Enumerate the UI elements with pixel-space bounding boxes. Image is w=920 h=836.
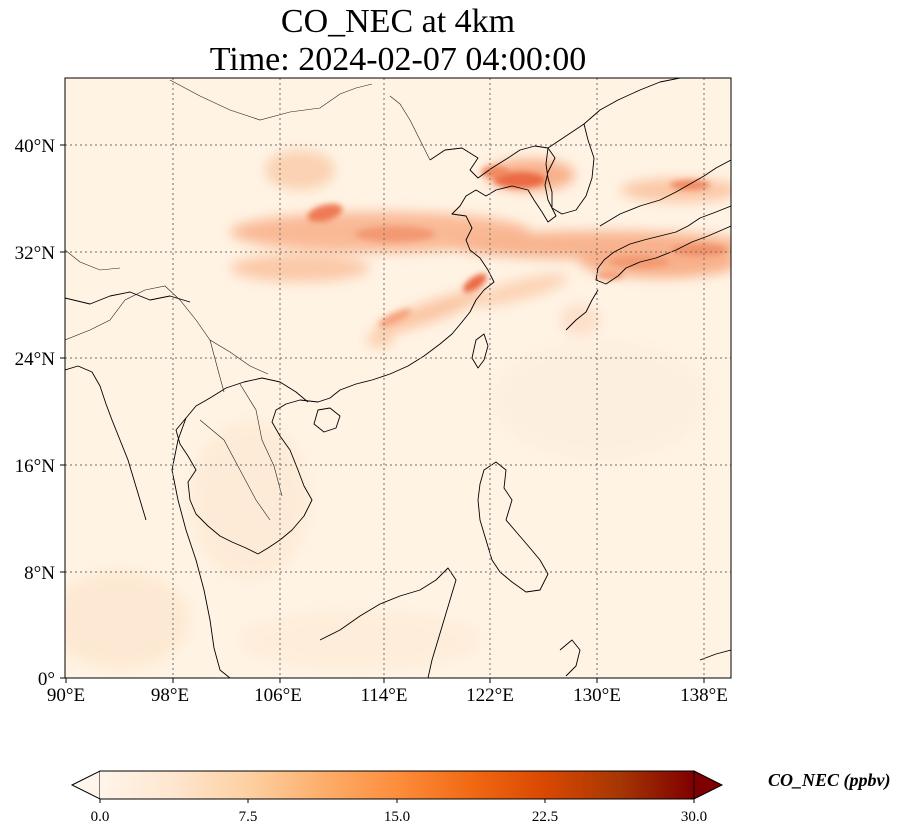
lon-label: 138°E	[680, 685, 728, 706]
colorbar-label: CO_NEC (ppbv)	[768, 770, 891, 790]
map-time-subtitle: Time: 2024-02-07 04:00:00	[209, 41, 587, 78]
lat-label: 0°	[38, 669, 55, 690]
colorbar-tick-label: 7.5	[239, 809, 258, 825]
lon-label: 130°E	[573, 685, 621, 706]
lon-label: 114°E	[361, 685, 408, 706]
lon-label: 122°E	[466, 685, 514, 706]
lon-label: 98°E	[151, 685, 189, 706]
colorbar-tick-label: 0.0	[91, 809, 110, 825]
longitude-labels: 90°E 98°E 106°E 114°E 122°E 130°E 138°E	[47, 685, 728, 706]
colorbar-tick-label: 15.0	[384, 809, 410, 825]
lat-label: 40°N	[15, 136, 56, 157]
map-frame	[64, 77, 732, 679]
colorbar-tick-label: 22.5	[532, 809, 558, 825]
co-concentration-field	[65, 78, 731, 678]
lat-label: 24°N	[15, 349, 56, 370]
lon-label: 106°E	[254, 685, 302, 706]
colorbar-min-extend	[70, 770, 101, 800]
colorbar-tick-label: 30.0	[681, 809, 707, 825]
map-title: CO_NEC at 4km	[280, 3, 516, 40]
colorbar: 0.0 7.5 15.0 22.5 30.0	[70, 770, 724, 825]
lat-label: 8°N	[24, 563, 55, 584]
axis-tick-marks	[60, 144, 705, 683]
lat-label: 16°N	[15, 456, 56, 477]
colorbar-gradient	[100, 771, 694, 799]
lon-label: 90°E	[47, 685, 85, 706]
map-gridlines	[65, 78, 731, 678]
latitude-labels: 0° 8°N 16°N 24°N 32°N 40°N	[15, 136, 56, 690]
colorbar-max-extend	[693, 770, 724, 800]
lat-label: 32°N	[15, 243, 56, 264]
coastlines	[65, 78, 731, 678]
